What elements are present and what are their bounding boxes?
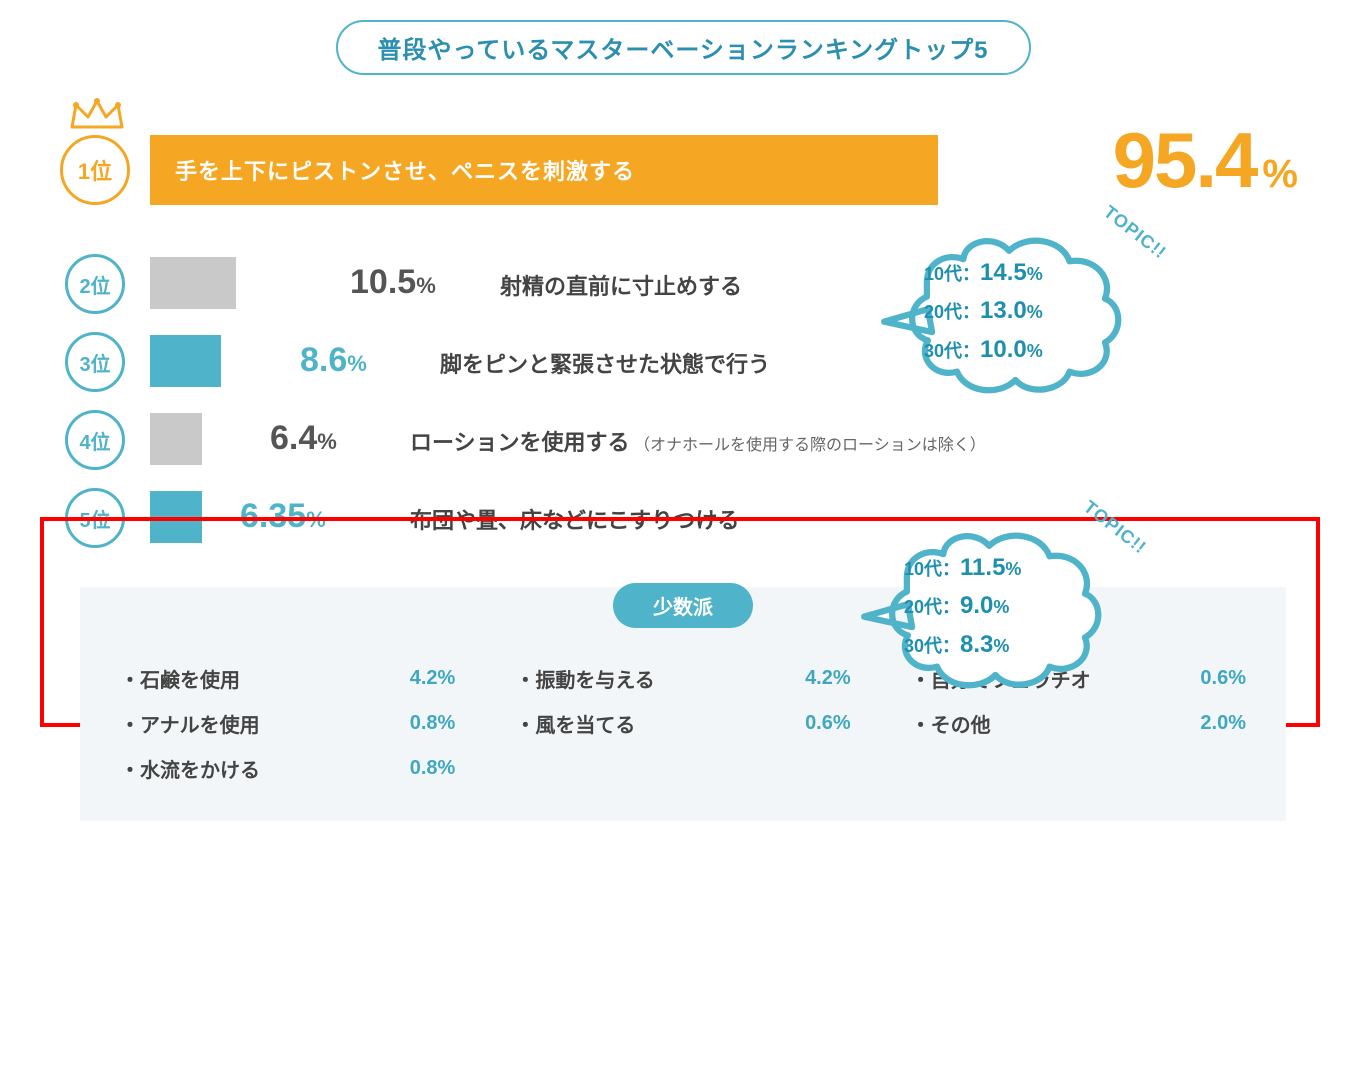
crown-icon [70, 97, 124, 136]
minority-item-percent: 4.2% [410, 667, 456, 690]
bar-2 [150, 257, 236, 309]
minority-item-percent: 0.8% [410, 757, 456, 780]
bar-track-1: 手を上下にピストンさせ、ペニスを刺激する [150, 135, 976, 205]
chart-title: 普段やっているマスターベーションランキングトップ5 [336, 20, 1031, 75]
minority-item: ・風を当てる 0.6% [515, 701, 850, 746]
minority-item: ・石鹸を使用 4.2% [120, 656, 455, 701]
bar-1-label: 手を上下にピストンさせ、ペニスを刺激する [175, 154, 635, 186]
bar-4 [150, 413, 202, 465]
bar-3 [150, 335, 221, 387]
rank-4-percent: 6.4% [270, 419, 337, 458]
rank-1-percent-value: 95.4 [1113, 116, 1257, 204]
rank-4-note: （オナホールを使用する際のローションは除く） [630, 437, 986, 454]
minority-item-name: ・風を当てる [515, 709, 635, 738]
rank-4-label: ローションを使用する （オナホールを使用する際のローションは除く） [410, 425, 986, 457]
minority-item-name: ・アナルを使用 [120, 709, 260, 738]
minority-item-percent: 0.6% [1200, 667, 1246, 690]
minority-item-name: ・その他 [911, 709, 991, 738]
rank-3-percent: 8.6% [300, 341, 367, 380]
minority-item: ・振動を与える 4.2% [515, 656, 850, 701]
rank-row-4: 4位 6.4% ローションを使用する （オナホールを使用する際のローションは除く） [40, 401, 1326, 479]
bubble-line: 30代：10.0% [924, 331, 1108, 369]
rank-row-3: 3位 8.6% 脚をピンと緊張させた状態で行う [40, 323, 1326, 401]
bar-1: 手を上下にピストンさせ、ペニスを刺激する [150, 135, 938, 205]
rank-1-percent: 95.4% [1113, 115, 1296, 206]
minority-item-percent: 0.6% [805, 712, 851, 735]
rank-2-percent: 10.5% [350, 263, 436, 302]
minority-item: ・その他 2.0% [911, 701, 1246, 746]
minority-item: ・水流をかける 0.8% [120, 746, 455, 791]
rank-row-1: 1位 手を上下にピストンさせ、ペニスを刺激する 95.4% [40, 125, 1326, 215]
rank-badge-3: 3位 [65, 332, 125, 392]
bubble-line: 10代：11.5% [904, 549, 1088, 587]
bubble-line: 20代：13.0% [924, 292, 1108, 330]
percent-unit: % [1262, 152, 1296, 196]
rank-2-label: 射精の直前に寸止めする [500, 269, 742, 301]
minority-column-1: ・石鹸を使用 4.2% ・アナルを使用 0.8% ・水流をかける 0.8% [120, 656, 455, 791]
minority-column-2: ・振動を与える 4.2% ・風を当てる 0.6% [515, 656, 850, 791]
minority-item-percent: 2.0% [1200, 712, 1246, 735]
bubble-line: 10代：14.5% [924, 254, 1108, 292]
rank-3-label: 脚をピンと緊張させた状態で行う [440, 347, 770, 379]
ranking-chart: 1位 手を上下にピストンさせ、ペニスを刺激する 95.4% 2位 10.5% 射精の… [40, 125, 1326, 557]
bubble-rank5: TOPIC!!10代：11.5%20代：9.0%30代：8.3% [860, 525, 1110, 685]
bubble-rank2: TOPIC!!10代：14.5%20代：13.0%30代：10.0% [880, 230, 1130, 390]
rank-row-2: 2位 10.5% 射精の直前に寸止めする [40, 245, 1326, 323]
minority-item-percent: 4.2% [805, 667, 851, 690]
bubble-content: 10代：11.5%20代：9.0%30代：8.3% [904, 549, 1088, 664]
bubble-line: 30代：8.3% [904, 626, 1088, 664]
minority-item: ・アナルを使用 0.8% [120, 701, 455, 746]
bubble-line: 20代：9.0% [904, 587, 1088, 625]
rank-badge-4: 4位 [65, 410, 125, 470]
minority-heading: 少数派 [613, 583, 753, 628]
rank-badge-1: 1位 [60, 135, 130, 205]
minority-item-name: ・石鹸を使用 [120, 664, 240, 693]
minority-item-name: ・水流をかける [120, 754, 260, 783]
bubble-content: 10代：14.5%20代：13.0%30代：10.0% [924, 254, 1108, 369]
minority-item-percent: 0.8% [410, 712, 456, 735]
rank-badge-2: 2位 [65, 254, 125, 314]
minority-item-name: ・振動を与える [515, 664, 654, 693]
